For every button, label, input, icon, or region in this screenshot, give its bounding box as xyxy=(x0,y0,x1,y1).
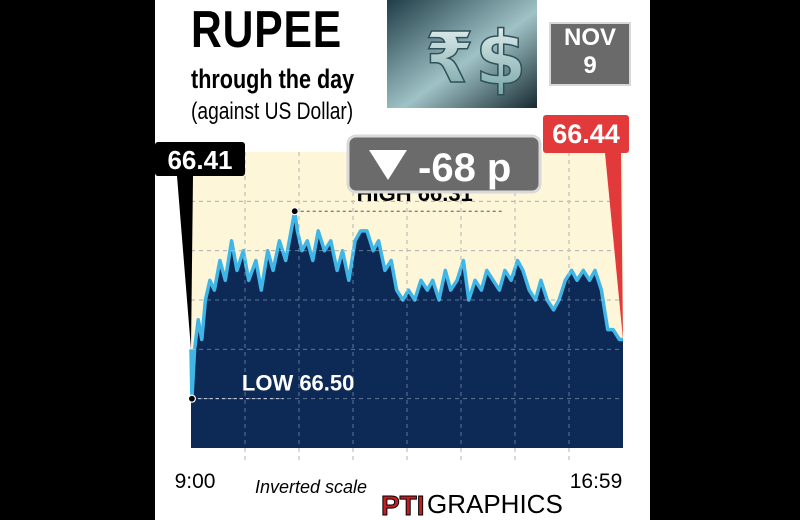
inverted-scale-note: Inverted scale xyxy=(255,477,367,497)
open-label: 66.41 xyxy=(167,145,232,175)
gridlines-over-area xyxy=(191,152,623,460)
chart-subtitle: through the day xyxy=(191,64,355,94)
emblem-background xyxy=(387,0,537,108)
date-month: NOV xyxy=(563,24,616,51)
date-day: 9 xyxy=(583,52,597,79)
currency-pair-note: (against US Dollar) xyxy=(191,98,354,125)
low-point-marker xyxy=(187,394,197,403)
low-annotation-label: LOW 66.50 xyxy=(242,371,354,396)
currency-emblem: ₹ $ xyxy=(387,0,537,108)
close-label: 66.44 xyxy=(552,119,620,149)
brand-mark: PTI xyxy=(381,490,425,520)
chart-title: RUPEE xyxy=(191,1,343,59)
infographic-card: RUPEE through the day (against US Dollar… xyxy=(155,0,650,520)
close-badge xyxy=(543,115,629,153)
brand-mark-bg xyxy=(379,488,423,518)
down-triangle-icon xyxy=(369,150,407,180)
rupee-symbol-icon: ₹ xyxy=(425,17,474,99)
dollar-symbol-icon: $ xyxy=(475,16,527,102)
open-needle xyxy=(177,176,193,350)
date-badge: NOV 9 xyxy=(549,22,631,86)
x-tick-end: 16:59 xyxy=(570,470,623,493)
change-value: -68 p xyxy=(418,146,511,190)
close-needle xyxy=(605,153,623,340)
open-badge xyxy=(155,142,245,176)
series-line xyxy=(189,209,623,401)
x-tick-start: 9:00 xyxy=(175,470,216,493)
change-callout: -68 p xyxy=(346,134,542,194)
brand-text: GRAPHICS xyxy=(427,489,563,519)
high-point-marker xyxy=(290,207,299,216)
brand-logo: PTI GRAPHICS xyxy=(379,488,563,520)
